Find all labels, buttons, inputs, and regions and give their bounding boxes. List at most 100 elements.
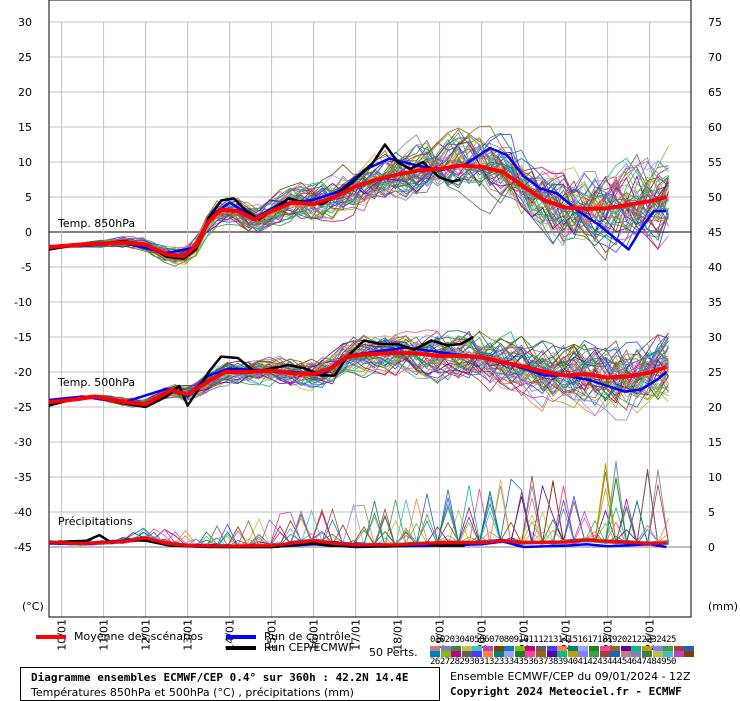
member-850-line xyxy=(48,128,669,255)
pert-swatch xyxy=(451,651,462,657)
pert-swatch xyxy=(493,646,504,652)
y-right-tick: 40 xyxy=(708,261,722,274)
y-right-tick: 65 xyxy=(708,86,722,99)
x-tick-label: 10/01 xyxy=(56,619,69,651)
pert-swatch xyxy=(620,646,631,652)
y-left-tick: -5 xyxy=(21,261,32,274)
plot-frame xyxy=(48,0,692,618)
x-tick-label: 23/01 xyxy=(602,619,615,651)
pert-swatch xyxy=(493,651,504,657)
y-left-tick: 30 xyxy=(18,16,32,29)
pert-swatch xyxy=(610,651,621,657)
y-right-tick: 55 xyxy=(708,156,722,169)
y-left-tick: 5 xyxy=(25,191,32,204)
pert-swatch xyxy=(514,651,525,657)
y-right-tick: 70 xyxy=(708,51,722,64)
pert-swatch xyxy=(578,651,589,657)
info-subtitle: Températures 850hPa et 500hPa (°C) , pré… xyxy=(31,686,354,699)
pert-swatch xyxy=(631,646,642,652)
y-right-tick: 50 xyxy=(708,191,722,204)
pert-swatch xyxy=(578,646,589,652)
y-right-tick: 60 xyxy=(708,121,722,134)
pert-swatch xyxy=(663,651,674,657)
pert-swatch xyxy=(557,651,568,657)
y-left-tick: -20 xyxy=(14,366,32,379)
y-left-tick: -45 xyxy=(14,541,32,554)
x-tick-label: 12/01 xyxy=(140,619,153,651)
grid xyxy=(48,0,692,618)
y-left-tick: 20 xyxy=(18,86,32,99)
member-850-line xyxy=(48,153,669,260)
member-850-line xyxy=(48,139,669,262)
y-right-tick: 35 xyxy=(708,296,722,309)
pert-swatch xyxy=(546,646,557,652)
pert-swatch xyxy=(504,651,515,657)
pert-swatch xyxy=(652,651,663,657)
legend-cep-label: Run CEP/ECMWF xyxy=(264,641,355,654)
pert-swatch xyxy=(430,651,440,657)
pert-swatch xyxy=(567,646,578,652)
pert-swatch xyxy=(430,646,440,652)
pert-swatch xyxy=(514,646,525,652)
pert-swatch xyxy=(673,651,684,657)
pert-swatch xyxy=(610,646,621,652)
y-left-tick: -35 xyxy=(14,471,32,484)
pert-swatch xyxy=(642,651,652,657)
pert-swatch xyxy=(599,651,610,657)
mean-500-line xyxy=(48,350,668,407)
pert-swatch xyxy=(567,651,578,657)
pert-swatch xyxy=(557,646,568,652)
member-850-line xyxy=(48,138,669,262)
pert-swatch xyxy=(642,646,652,652)
pert-swatch xyxy=(451,646,462,652)
x-tick-label: 16/01 xyxy=(308,619,321,651)
x-tick-label: 19/01 xyxy=(434,619,447,651)
pert-swatch xyxy=(684,651,695,657)
pert-swatch xyxy=(631,651,642,657)
pert-swatch xyxy=(525,646,536,652)
y-right-tick: 5 xyxy=(708,506,715,519)
y-left-tick: 0 xyxy=(25,226,32,239)
y-left-tick: 25 xyxy=(18,51,32,64)
legend-mean-swatch xyxy=(36,635,66,639)
x-tick-label: 11/01 xyxy=(98,619,111,651)
legend-control-swatch xyxy=(226,635,256,639)
y-right-unit: (mm) xyxy=(708,600,738,613)
pert-swatch xyxy=(440,646,451,652)
x-tick-label: 14/01 xyxy=(224,619,237,651)
y-right-tick: 10 xyxy=(708,471,722,484)
pert-swatch xyxy=(440,651,451,657)
x-tick-label: 18/01 xyxy=(392,619,405,651)
pert-swatch xyxy=(461,646,472,652)
y-right-tick: 45 xyxy=(708,226,722,239)
pert-swatch xyxy=(536,651,546,657)
pert-swatch xyxy=(483,646,493,652)
panel-label-500hpa: Temp. 500hPa xyxy=(57,376,135,389)
pert-swatch xyxy=(599,646,610,652)
cep-500-line xyxy=(48,335,474,409)
pert-swatch xyxy=(652,646,663,652)
pert-numbers-bottom: 2627282930313233343536373839404142434445… xyxy=(430,657,676,667)
member-500-line xyxy=(48,335,669,404)
y-right-tick: 20 xyxy=(708,401,722,414)
pert-swatch xyxy=(684,646,695,652)
panel-label-precip: Précipitations xyxy=(58,515,133,528)
legend-mean-label: Moyenne des scénarios xyxy=(74,630,203,643)
pert-swatch xyxy=(525,651,536,657)
legend-perts-label: 50 Perts. xyxy=(369,646,418,659)
legend-cep-swatch xyxy=(226,646,256,650)
x-tick-label: 24/01 xyxy=(644,619,657,651)
y-left-tick: -40 xyxy=(14,506,32,519)
y-right-tick: 0 xyxy=(708,541,715,554)
pert-swatch xyxy=(472,646,483,652)
y-left-tick: -10 xyxy=(14,296,32,309)
pert-swatch xyxy=(663,646,674,652)
pert-swatch xyxy=(472,651,483,657)
mean-850-line xyxy=(48,163,667,259)
pert-swatch xyxy=(546,651,557,657)
y-right-tick: 25 xyxy=(708,366,722,379)
panel-label-850hpa: Temp. 850hPa xyxy=(57,217,135,230)
pert-swatch xyxy=(536,646,546,652)
